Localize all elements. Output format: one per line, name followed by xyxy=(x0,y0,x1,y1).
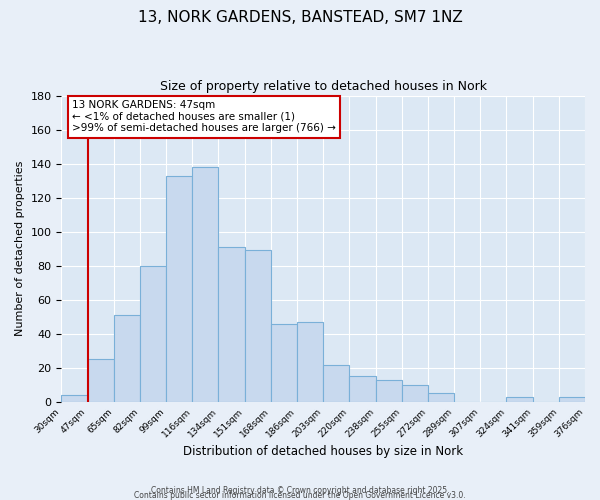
Bar xyxy=(559,397,585,402)
Bar xyxy=(271,324,297,402)
Bar xyxy=(88,360,114,402)
Bar xyxy=(506,397,533,402)
Bar xyxy=(140,266,166,402)
Bar xyxy=(323,364,349,402)
Text: 13, NORK GARDENS, BANSTEAD, SM7 1NZ: 13, NORK GARDENS, BANSTEAD, SM7 1NZ xyxy=(137,10,463,25)
Bar xyxy=(349,376,376,402)
Bar xyxy=(428,394,454,402)
Title: Size of property relative to detached houses in Nork: Size of property relative to detached ho… xyxy=(160,80,487,93)
X-axis label: Distribution of detached houses by size in Nork: Distribution of detached houses by size … xyxy=(183,444,463,458)
Bar xyxy=(61,395,88,402)
Bar xyxy=(193,167,218,402)
Bar xyxy=(297,322,323,402)
Bar xyxy=(245,250,271,402)
Bar xyxy=(114,315,140,402)
Bar xyxy=(218,247,245,402)
Text: 13 NORK GARDENS: 47sqm
← <1% of detached houses are smaller (1)
>99% of semi-det: 13 NORK GARDENS: 47sqm ← <1% of detached… xyxy=(72,100,336,134)
Y-axis label: Number of detached properties: Number of detached properties xyxy=(15,161,25,336)
Bar xyxy=(402,385,428,402)
Bar xyxy=(166,176,193,402)
Text: Contains HM Land Registry data © Crown copyright and database right 2025.: Contains HM Land Registry data © Crown c… xyxy=(151,486,449,495)
Bar xyxy=(376,380,402,402)
Text: Contains public sector information licensed under the Open Government Licence v3: Contains public sector information licen… xyxy=(134,490,466,500)
